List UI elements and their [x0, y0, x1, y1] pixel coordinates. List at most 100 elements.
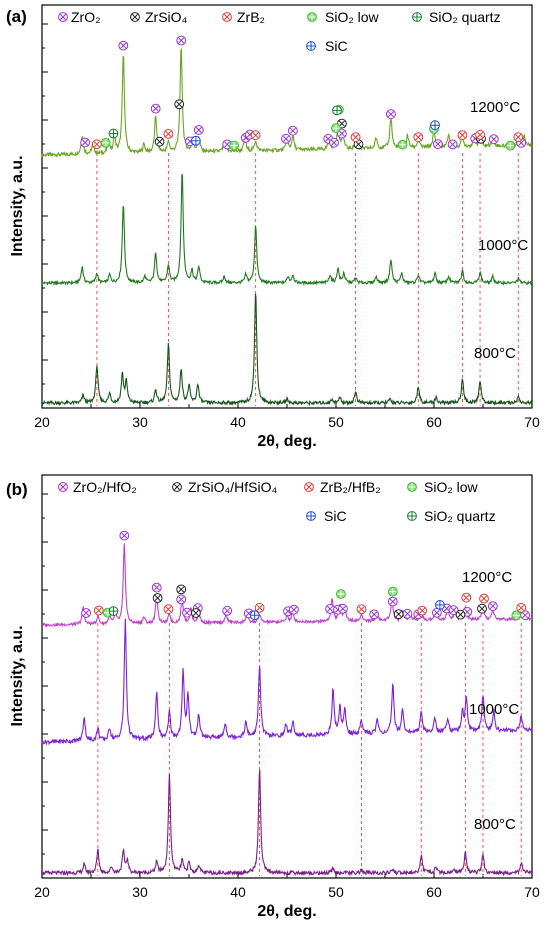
zro2-marker-icon: [386, 109, 396, 120]
zrsio4-marker-icon: [191, 608, 201, 618]
legend-label-zrb2: ZrB₂: [237, 9, 265, 25]
sio2low-marker-icon: [397, 139, 408, 150]
tick-marks: [41, 23, 533, 408]
legend-sic-icon: [306, 511, 316, 521]
zrb2-marker-icon: [350, 132, 361, 143]
zrb2-marker-icon: [163, 129, 174, 139]
legend-label-sic: SiC: [324, 508, 347, 524]
zro2-marker-icon: [338, 603, 348, 614]
sio2low-marker-icon: [387, 586, 398, 597]
x-tick-label: 30: [132, 884, 148, 900]
zro2-marker-icon: [288, 125, 298, 136]
x-tick-label: 60: [426, 884, 442, 900]
x-tick-label: 60: [426, 414, 442, 430]
zrsio4-marker-icon: [152, 593, 163, 603]
legend-sio2-low-icon: [307, 12, 317, 22]
zro2-marker-icon: [433, 139, 443, 149]
zrb2-marker-icon: [163, 604, 174, 615]
zro2-marker-icon: [118, 40, 129, 51]
panel-label: (a): [6, 7, 27, 26]
legend-label-sio2-quartz: SiO₂ quartz: [424, 508, 496, 524]
tick-marks: [41, 493, 533, 878]
legend-label-zrsio4: ZrSiO₄: [145, 9, 188, 25]
series-group: [41, 543, 533, 877]
curve-label-1200: 1200°C: [462, 569, 512, 586]
panel-b: (b) Intensity, a.u. 2θ, deg. 20 30 40 50…: [6, 474, 540, 920]
zro2-marker-icon: [289, 604, 299, 615]
sic-marker-icon: [249, 610, 260, 621]
zro2-marker-icon: [488, 134, 499, 145]
curve-label-800: 800°C: [474, 345, 516, 362]
sio2q-marker-icon: [108, 128, 119, 139]
zro2-marker-icon: [222, 605, 233, 616]
zrsio4-marker-icon: [477, 603, 487, 614]
x-tick-label: 70: [524, 414, 540, 430]
legend-label-zro2: ZrO₂: [71, 9, 101, 25]
sio2q-marker-icon: [332, 105, 342, 116]
zrb2-marker-icon: [93, 605, 104, 616]
sio2low-marker-icon: [336, 589, 346, 599]
x-tick-label: 50: [328, 884, 344, 900]
legend-label-sio2-low: SiO₂ low: [325, 9, 380, 25]
zrsio4-marker-icon: [174, 99, 185, 110]
series-line-1000: [41, 173, 533, 287]
zrb2-marker-icon: [513, 132, 524, 142]
zrb2-marker-icon: [461, 592, 472, 603]
zro2-marker-icon: [182, 607, 192, 618]
zro2-marker-icon: [151, 582, 162, 593]
zrb2-marker-icon: [417, 605, 428, 616]
series-line-800: [41, 293, 533, 407]
x-tick-label: 40: [230, 414, 246, 430]
x-axis-label: 2θ, deg.: [257, 903, 316, 920]
legend-label-sio2-quartz: SiO₂ quartz: [429, 9, 501, 25]
zro2-marker-icon: [150, 103, 161, 114]
curve-label-1000: 1000°C: [469, 701, 519, 718]
curve-label-1000: 1000°C: [478, 237, 528, 254]
panel-a: (a) Intensity, a.u. 2θ, deg. 20 30 40 50…: [6, 4, 540, 450]
legend-sic-icon: [306, 41, 316, 51]
zro2-marker-icon: [402, 608, 413, 619]
zro2-marker-icon: [176, 35, 187, 46]
plot-frame: [41, 4, 533, 409]
zrb2-marker-icon: [457, 130, 468, 140]
legend-zro2-icon: [58, 12, 68, 22]
zrb2-marker-icon: [92, 139, 102, 150]
panel-label: (b): [6, 480, 28, 499]
sio2low-marker-icon: [505, 140, 516, 151]
zro2-marker-icon: [176, 594, 187, 605]
legend-label-sio2-low: SiO₂ low: [424, 479, 479, 495]
y-axis-label: Intensity, a.u.: [9, 625, 26, 726]
zrb2-marker-icon: [475, 129, 485, 140]
legend-zrsio4-icon: [172, 482, 182, 492]
curve-label-1200: 1200°C: [470, 99, 520, 116]
zrb2-marker-icon: [356, 604, 367, 615]
sio2low-marker-icon: [229, 140, 239, 151]
zro2-marker-icon: [329, 137, 339, 148]
zrb2-marker-icon: [479, 593, 489, 604]
legend-zrb2-icon: [222, 12, 232, 22]
sic-marker-icon: [191, 135, 201, 146]
sio2low-marker-icon: [331, 123, 341, 133]
y-axis-label: Intensity, a.u.: [9, 155, 26, 256]
legend: ZrO₂/HfO₂ ZrSiO₄/HfSiO₄ ZrB₂/HfB₂ SiO₂ l…: [58, 479, 496, 524]
legend-label-zro2: ZrO₂/HfO₂: [73, 479, 137, 495]
phase-markers: [80, 35, 527, 151]
zrb2-marker-icon: [250, 130, 261, 141]
legend: ZrO₂ ZrSiO₄ ZrB₂ SiO₂ low SiO₂ quartz Si…: [58, 9, 501, 54]
zro2-marker-icon: [369, 609, 380, 620]
legend-zrb2-icon: [304, 482, 314, 492]
legend-zro2-icon: [58, 482, 68, 492]
legend-sio2-quartz-icon: [407, 511, 417, 521]
curve-label-800: 800°C: [474, 816, 516, 833]
x-tick-label: 20: [34, 884, 50, 900]
sio2q-marker-icon: [108, 606, 119, 616]
legend-sio2-low-icon: [407, 482, 417, 492]
legend-label-sic: SiC: [325, 38, 348, 54]
series-line-1000: [41, 618, 533, 746]
legend-sio2-quartz-icon: [412, 12, 422, 22]
sic-marker-icon: [430, 120, 440, 131]
zro2-marker-icon: [193, 125, 204, 135]
reference-lines: [97, 623, 522, 876]
zrsio4-marker-icon: [154, 136, 165, 147]
zro2-marker-icon: [487, 601, 498, 611]
